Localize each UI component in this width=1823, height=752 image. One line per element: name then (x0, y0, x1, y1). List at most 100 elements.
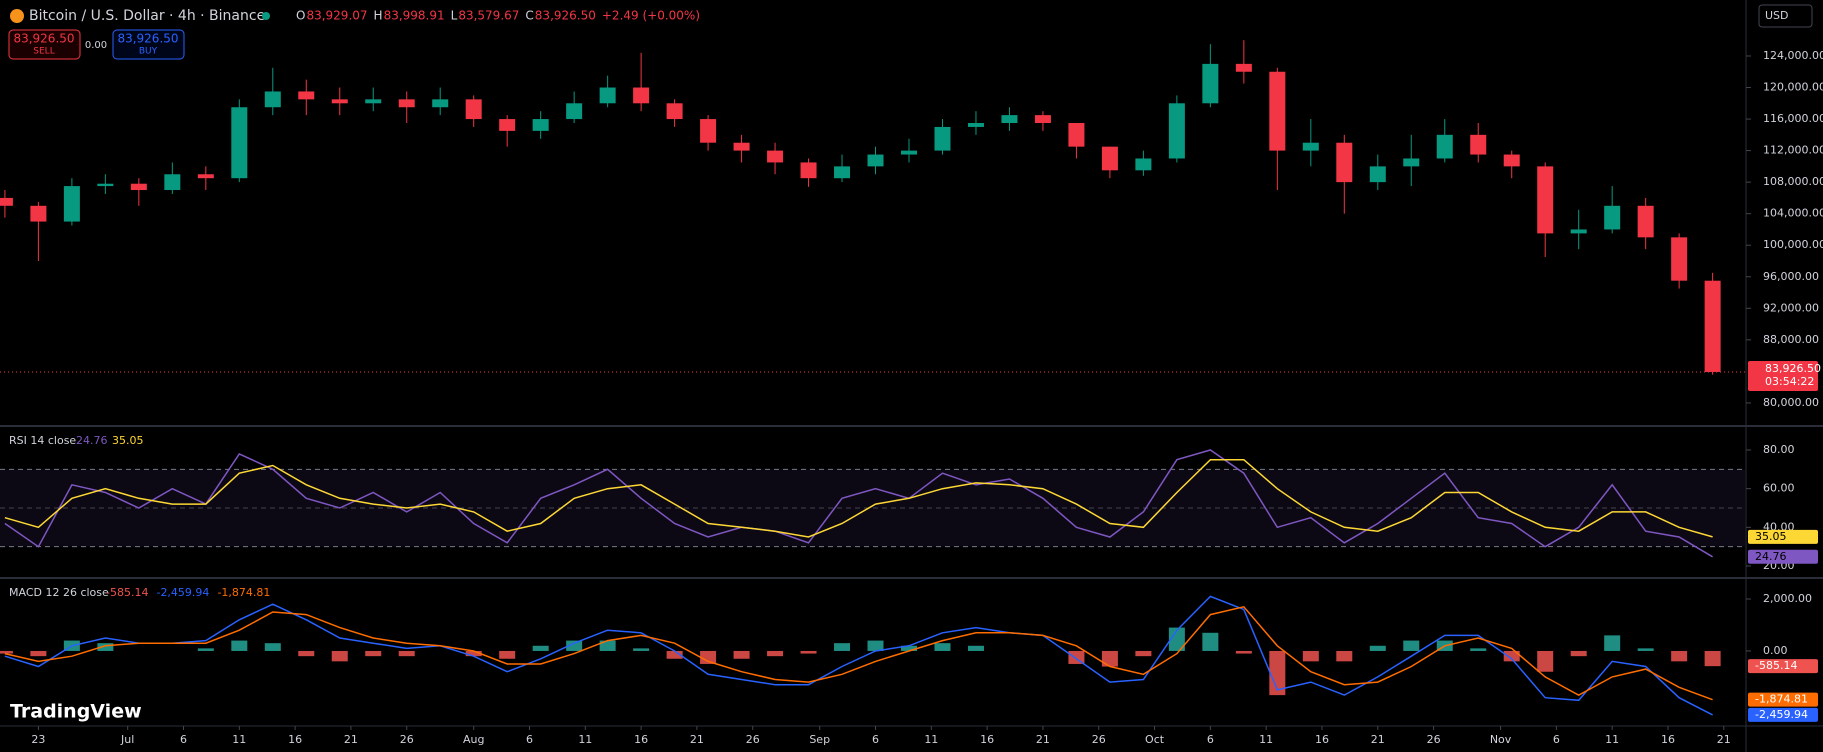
candle-body (231, 107, 248, 179)
candle-body (967, 123, 984, 127)
x-tick-label: 26 (1092, 733, 1106, 746)
candle-body (30, 205, 47, 222)
histogram-bar (1537, 650, 1554, 672)
ohlc-key: L (451, 9, 458, 23)
candle-body (1671, 237, 1688, 281)
candle-body (1001, 115, 1018, 124)
histogram-bar (1101, 650, 1118, 667)
buy-price[interactable]: 83,926.50 (117, 32, 178, 46)
histogram-bar (465, 650, 482, 657)
x-tick-label: 21 (1371, 733, 1385, 746)
histogram-bar (97, 643, 114, 651)
x-tick-label: 6 (1207, 733, 1214, 746)
candle-body (633, 87, 650, 104)
candle-body (1034, 115, 1051, 124)
ohlc-value: 83,998.91 (384, 9, 445, 23)
sell-label[interactable]: SELL (33, 47, 54, 57)
x-tick-label: Nov (1490, 733, 1512, 746)
histogram-bar (0, 650, 13, 654)
y-tick-label: 108,000.00 (1763, 175, 1823, 188)
candle-body (733, 142, 750, 151)
x-tick-label: 11 (924, 733, 938, 746)
histogram-bar (599, 640, 616, 651)
countdown: 03:54:22 (1765, 375, 1814, 388)
candle-body (767, 150, 784, 163)
candle-body (1202, 63, 1219, 104)
x-tick-label: 11 (232, 733, 246, 746)
rsi-line (4, 458, 1713, 538)
histogram-bar (331, 650, 348, 662)
legend-value: 35.05 (112, 434, 144, 447)
price-tag (1748, 659, 1818, 674)
histogram-bar (1202, 632, 1219, 651)
candle-body (1336, 142, 1353, 183)
candle-body (1537, 166, 1554, 234)
buy-label[interactable]: BUY (139, 47, 158, 57)
legend-value: -2,459.94 (156, 586, 209, 599)
candle-body (1470, 134, 1487, 155)
ohlc-key: H (374, 9, 383, 23)
y-tick-label: 96,000.00 (1763, 270, 1819, 283)
candle-body (1503, 154, 1520, 167)
candle-body (1637, 205, 1654, 238)
candle-body (834, 166, 851, 179)
histogram-bar (298, 650, 315, 657)
histogram-bar (633, 648, 650, 651)
buy-button[interactable] (112, 29, 185, 60)
macd-line (4, 605, 1713, 701)
change: +2.49 (+0.00%) (602, 9, 700, 23)
histogram-bar (1604, 635, 1621, 651)
currency-select[interactable] (1758, 4, 1813, 28)
histogram-bar (566, 640, 583, 651)
x-tick-label: 6 (872, 733, 879, 746)
price-tag-label: -2,459.94 (1755, 708, 1808, 721)
histogram-bar (1168, 627, 1185, 651)
histogram-bar (1403, 640, 1420, 651)
sell-button[interactable] (8, 29, 81, 60)
histogram-bar (1269, 650, 1286, 696)
x-tick-label: Oct (1145, 733, 1165, 746)
candle-body (599, 87, 616, 104)
sell-price[interactable]: 83,926.50 (13, 32, 74, 46)
y-tick-label: 112,000.00 (1763, 144, 1823, 157)
histogram-bar (733, 650, 750, 659)
price-tag-label: -585.14 (1755, 659, 1797, 672)
histogram-bar (1336, 650, 1353, 662)
y-tick-label: 120,000.00 (1763, 81, 1823, 94)
candle-body (331, 99, 348, 104)
candle-body (1604, 205, 1621, 230)
candle-body (365, 99, 382, 104)
price-tag (1748, 549, 1818, 564)
histogram-bar (1671, 650, 1688, 662)
x-tick-label: 16 (634, 733, 648, 746)
x-tick-label: 6 (1553, 733, 1560, 746)
y-tick-label: 60.00 (1763, 482, 1795, 495)
ohlc-key: O (296, 9, 305, 23)
y-tick-label: 124,000.00 (1763, 49, 1823, 62)
price-tag-label: 83,926.50 (1765, 362, 1821, 375)
histogram-bar (264, 643, 281, 651)
logo: TradingView (10, 701, 142, 723)
x-tick-label: 21 (1036, 733, 1050, 746)
histogram-bar (1369, 645, 1386, 651)
candle-body (1068, 123, 1085, 147)
panel-title: MACD 12 26 close (9, 586, 109, 599)
price-tag-label: -1,874.81 (1755, 693, 1808, 706)
histogram-bar (1570, 650, 1587, 657)
price-tag-label: 35.05 (1755, 530, 1787, 543)
currency-label[interactable]: USD (1765, 9, 1789, 22)
x-tick-label: 11 (1259, 733, 1273, 746)
histogram-bar (532, 645, 549, 651)
candle-body (700, 119, 717, 143)
candle-body (164, 174, 181, 191)
price-tag (1748, 529, 1818, 544)
x-tick-label: 16 (288, 733, 302, 746)
spread: 0.00 (85, 40, 107, 51)
candle-body (97, 183, 114, 187)
histogram-bar (30, 650, 47, 657)
legend-value: -1,874.81 (217, 586, 270, 599)
x-tick-label: Sep (809, 733, 830, 746)
histogram-bar (1637, 648, 1654, 651)
